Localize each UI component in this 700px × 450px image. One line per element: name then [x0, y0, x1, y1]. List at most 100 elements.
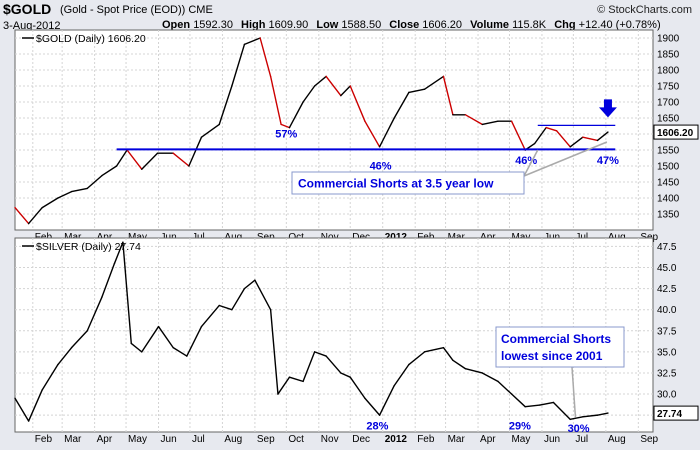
series-segment	[408, 351, 426, 366]
y-tick-label: 37.5	[657, 326, 677, 337]
series-segment	[243, 37, 261, 46]
x-tick-label: 2012	[385, 434, 408, 445]
y-tick-label: 32.5	[657, 368, 677, 379]
series-segment	[218, 304, 233, 311]
x-tick-label: May	[128, 434, 147, 445]
percent-annotation: 57%	[275, 128, 297, 140]
series-segment	[378, 384, 395, 416]
callout-pointer	[523, 149, 539, 177]
x-tick-label: Mar	[64, 434, 82, 445]
x-tick-label: Aug	[224, 434, 242, 445]
series-segment	[582, 414, 599, 418]
series-segment	[280, 123, 291, 129]
x-tick-label: Feb	[417, 434, 435, 445]
percent-annotation: 28%	[366, 420, 388, 432]
series-segment	[288, 376, 304, 383]
series-segment	[41, 197, 59, 209]
series-segment	[349, 85, 366, 122]
callout-pointer	[571, 366, 577, 418]
series-segment	[313, 75, 327, 87]
low-label: Low	[316, 19, 339, 31]
series-segment	[596, 131, 609, 142]
close-value: 1606.20	[422, 19, 463, 31]
y-tick-label: 1400	[657, 194, 680, 205]
series-segment	[101, 165, 118, 177]
series-segment	[126, 149, 143, 170]
y-tick-label: 1350	[657, 210, 680, 221]
y-tick-label: 1700	[657, 98, 680, 109]
series-segment	[510, 120, 526, 151]
series-segment	[259, 37, 272, 78]
percent-annotation: 30%	[568, 423, 590, 435]
chg-value: +12.40 (+0.78%)	[578, 19, 661, 31]
price-stats: Open 1592.30 High 1609.90 Low 1588.50 Cl…	[157, 19, 661, 31]
series-segment	[115, 149, 128, 167]
y-tick-label: 35.0	[657, 347, 677, 358]
down-arrow-icon	[598, 99, 617, 118]
x-tick-label: Oct	[288, 434, 304, 445]
series-segment	[288, 101, 304, 129]
series-segment	[41, 363, 59, 391]
series-segment	[510, 393, 526, 408]
series-segment	[27, 206, 43, 225]
x-tick-label: Dec	[352, 434, 370, 445]
open-label: Open	[162, 19, 191, 31]
series-segment	[101, 262, 116, 298]
series-segment	[188, 136, 203, 167]
series-segment	[452, 359, 467, 370]
credit-text[interactable]: © StockCharts.com	[597, 4, 692, 16]
percent-annotation: 29%	[509, 420, 531, 432]
series-segment	[442, 75, 454, 116]
series-segment	[243, 279, 256, 290]
series-segment	[555, 130, 571, 148]
x-tick-label: May	[511, 434, 530, 445]
series-segment	[364, 120, 381, 148]
series-segment	[325, 75, 342, 97]
x-tick-label: Apr	[480, 434, 496, 445]
close-label: Close	[389, 19, 420, 31]
series-segment	[57, 346, 73, 366]
symbol-description: (Gold - Spot Price (EOD)) CME	[60, 4, 213, 16]
series-segment	[423, 75, 445, 90]
y-tick-label: 45.0	[657, 263, 677, 274]
series-segment	[524, 404, 541, 408]
series-segment	[464, 368, 483, 374]
series-segment	[364, 397, 381, 416]
series-segment	[113, 241, 124, 265]
series-segment	[539, 401, 555, 406]
series-segment	[552, 401, 571, 421]
series-segment	[86, 296, 103, 332]
callout-box	[291, 171, 525, 195]
chart-date: 3-Aug-2012	[3, 20, 61, 32]
x-tick-label: Jun	[161, 434, 177, 445]
series-segment	[302, 85, 316, 103]
series-segment	[442, 346, 454, 362]
series-segment	[130, 342, 143, 353]
last-value-label: 27.74	[657, 409, 682, 420]
open-value: 1592.30	[193, 19, 233, 31]
x-tick-label: Sep	[257, 434, 275, 445]
percent-annotation: 46%	[515, 155, 537, 167]
last-value-label: 1606.20	[657, 128, 694, 139]
series-segment	[393, 91, 410, 119]
y-tick-label: 30.0	[657, 390, 677, 401]
series-segment	[141, 325, 160, 353]
x-tick-label: Jul	[192, 434, 205, 445]
x-tick-label: Jun	[544, 434, 560, 445]
series-segment	[596, 412, 609, 416]
y-tick-label: 1450	[657, 178, 680, 189]
series-segment	[325, 355, 342, 374]
callout-box	[495, 326, 625, 368]
series-segment	[27, 389, 43, 422]
y-tick-label: 40.0	[657, 305, 677, 316]
y-tick-label: 47.5	[657, 242, 677, 253]
series-segment	[186, 325, 203, 357]
series-segment	[545, 126, 558, 132]
x-tick-label: Sep	[640, 434, 658, 445]
percent-annotation: 47%	[597, 155, 619, 167]
x-tick-label: Jul	[575, 434, 588, 445]
y-tick-label: 1900	[657, 34, 680, 45]
y-tick-label: 1850	[657, 50, 680, 61]
x-tick-label: Mar	[448, 434, 466, 445]
